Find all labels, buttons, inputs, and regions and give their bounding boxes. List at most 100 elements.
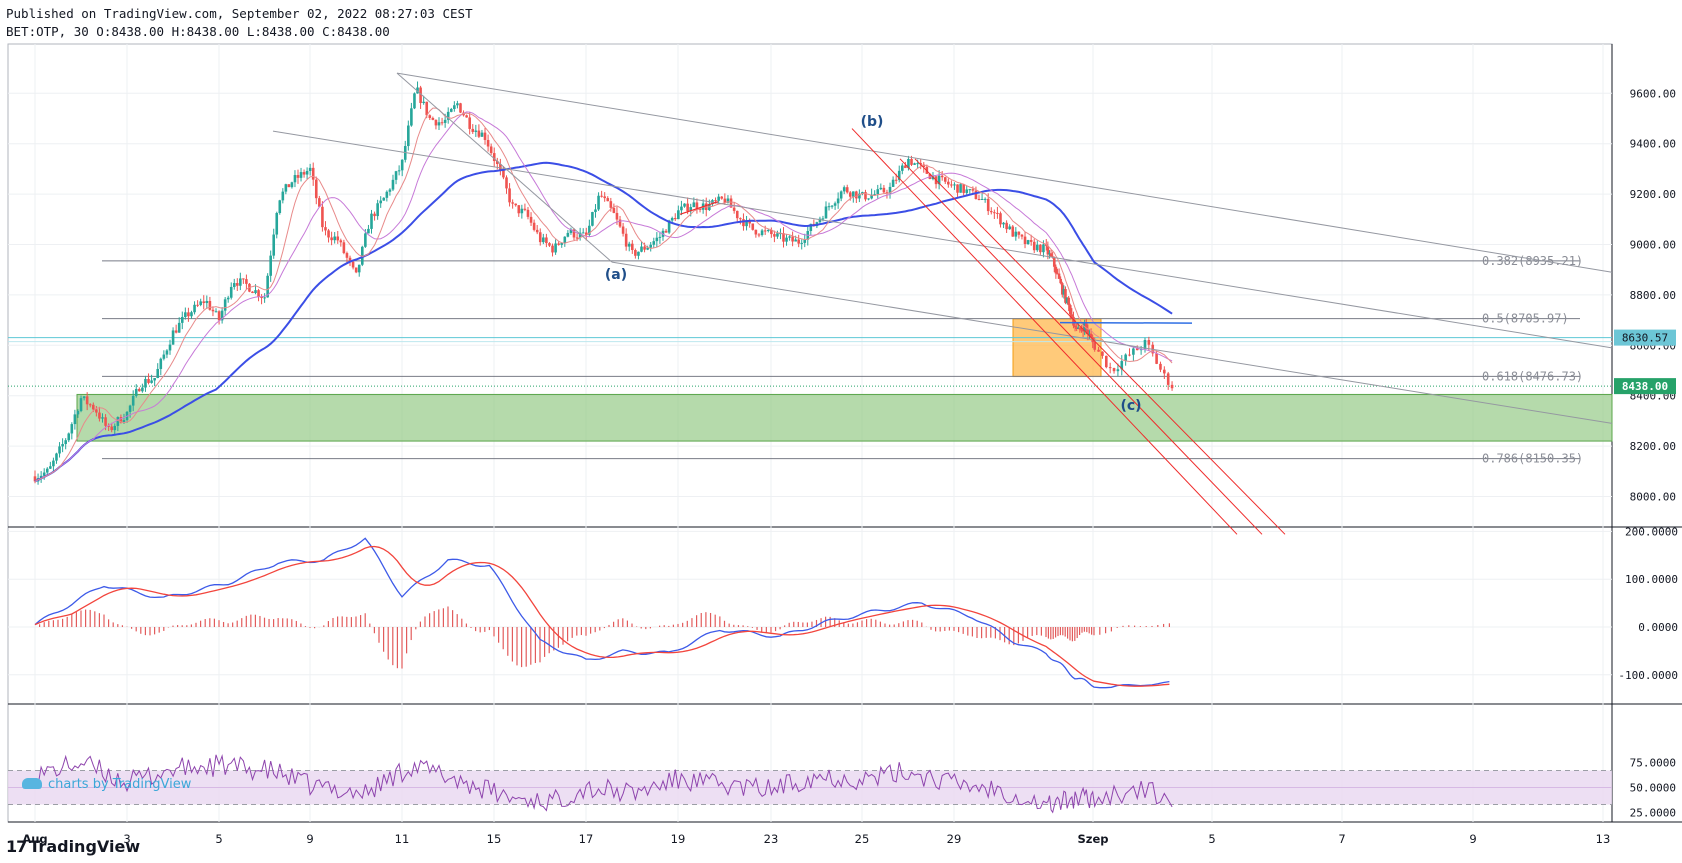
- candle-body: [1039, 244, 1042, 253]
- candle-body: [864, 192, 867, 200]
- candle-body: [1026, 240, 1030, 245]
- candle-body: [760, 230, 764, 235]
- candle-body: [821, 218, 825, 220]
- candle-body: [588, 225, 591, 235]
- candle-body: [1073, 325, 1077, 328]
- candle-body: [689, 207, 693, 212]
- candle-body: [974, 190, 978, 199]
- candle-body: [394, 171, 398, 180]
- candle-body: [818, 218, 822, 223]
- candle-body: [486, 139, 490, 147]
- candle-body: [419, 87, 422, 104]
- candle-body: [919, 163, 923, 165]
- candle-body: [766, 230, 770, 232]
- candle-body: [1059, 278, 1062, 284]
- candle-body: [242, 278, 245, 280]
- candle-body: [477, 130, 481, 137]
- candle-body: [937, 175, 941, 185]
- candle-body: [187, 312, 190, 317]
- candle-body: [1052, 257, 1056, 267]
- candle-body: [39, 475, 43, 479]
- candle-body: [1060, 283, 1064, 295]
- candle-body: [695, 202, 699, 209]
- candle-body: [962, 184, 965, 193]
- y-tick-label: 9000.00: [1630, 239, 1676, 252]
- candle-body: [324, 227, 327, 231]
- candle-body: [254, 290, 257, 294]
- candle-body: [1089, 333, 1093, 338]
- candle-body: [272, 234, 276, 256]
- candle-body: [428, 115, 432, 118]
- candle-body: [367, 228, 370, 234]
- candle-body: [873, 194, 876, 196]
- ma-fast-line: [34, 107, 1173, 482]
- candle-body: [144, 378, 147, 388]
- candle-body: [1029, 240, 1033, 242]
- candle-body: [511, 202, 514, 204]
- candle-body: [630, 243, 634, 250]
- candle-body: [858, 193, 861, 199]
- fib-level-label: 0.382(8935.21): [1482, 254, 1583, 268]
- candle-body: [1097, 349, 1100, 352]
- candle-body: [342, 242, 346, 254]
- candle-body: [495, 161, 499, 165]
- candle-body: [64, 440, 67, 445]
- candle-body: [49, 466, 52, 469]
- x-tick-label: 9: [1469, 832, 1476, 846]
- price-line-tag: [1614, 329, 1676, 346]
- candle-body: [584, 232, 588, 235]
- candle-body: [1080, 329, 1083, 331]
- macd-y-tick-label: 100.0000: [1625, 573, 1678, 586]
- candle-body: [211, 309, 215, 312]
- rsi-y-tick-label: 75.0000: [1630, 757, 1676, 770]
- candle-body: [45, 468, 49, 473]
- candle-body: [373, 213, 376, 217]
- candle-body: [904, 165, 907, 169]
- candle-body: [1032, 241, 1036, 251]
- candle-body: [1020, 234, 1024, 237]
- candle-body: [1014, 231, 1018, 237]
- rsi-y-tick-label: 50.0000: [1630, 782, 1676, 795]
- candle-body: [1128, 354, 1131, 356]
- candle-body: [453, 105, 456, 109]
- candle-body: [257, 290, 260, 297]
- candle-body: [308, 167, 312, 171]
- candle-body: [680, 206, 683, 211]
- candle-body: [575, 237, 579, 239]
- candle-body: [845, 187, 849, 193]
- candle-body: [82, 396, 86, 399]
- x-tick-label: Aug: [22, 832, 47, 846]
- candle-body: [449, 108, 453, 112]
- candle-body: [615, 212, 619, 220]
- candle-body: [318, 198, 321, 207]
- candle-body: [79, 398, 83, 412]
- candle-body: [128, 405, 132, 412]
- candle-body: [943, 177, 947, 182]
- candle-body: [168, 344, 172, 351]
- tradingview-logo[interactable]: 17 TradingView: [6, 837, 140, 856]
- candle-body: [612, 207, 616, 213]
- tradingview-logo-text: TradingView: [29, 837, 141, 856]
- candle-body: [413, 93, 416, 109]
- candle-body: [382, 197, 386, 201]
- macd-line: [34, 537, 1170, 689]
- candle-body: [190, 312, 193, 317]
- x-tick-label: 29: [947, 832, 962, 846]
- candle-body: [901, 165, 904, 171]
- candle-body: [597, 195, 600, 210]
- candle-body: [202, 301, 206, 304]
- trendline-lower: [611, 261, 1613, 424]
- candle-body: [339, 240, 343, 243]
- candle-body: [1011, 226, 1015, 237]
- candle-body: [305, 170, 309, 175]
- candle-body: [251, 291, 254, 294]
- candle-body: [385, 191, 389, 198]
- channel-line-1: [851, 128, 1238, 535]
- candle-body: [882, 187, 886, 193]
- macd-y-tick-label: -100.0000: [1618, 669, 1678, 682]
- candle-body: [489, 146, 493, 154]
- candle-body: [245, 279, 248, 284]
- candle-body: [624, 233, 628, 247]
- candle-body: [520, 208, 524, 214]
